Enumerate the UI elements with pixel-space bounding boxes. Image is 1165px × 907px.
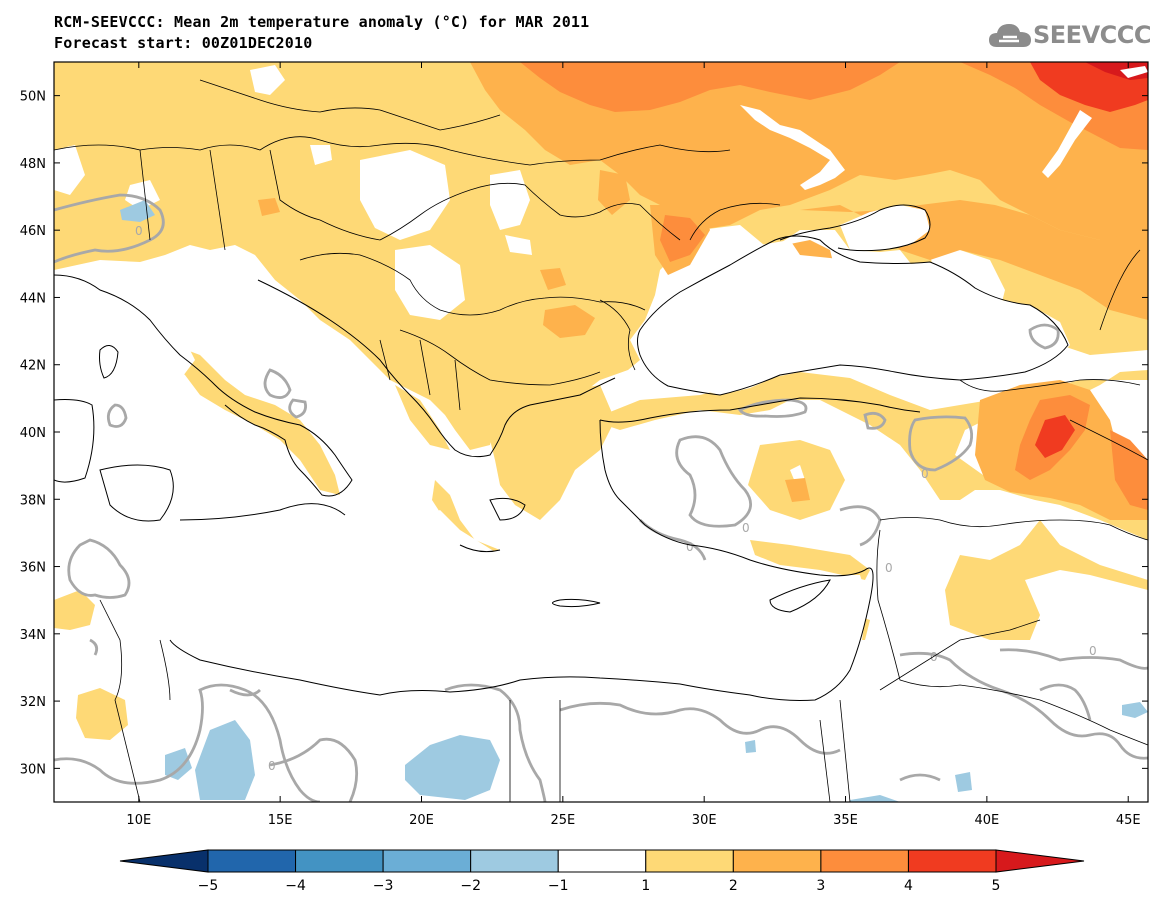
colorbar-box — [732, 849, 822, 873]
contour-label: 0 — [686, 540, 694, 554]
colorbar-label: −4 — [285, 878, 306, 894]
lat-tick-label: 30N — [20, 762, 46, 777]
colorbar-label: 3 — [816, 878, 825, 894]
colorbar-label: 5 — [992, 878, 1001, 894]
lat-tick-label: 44N — [20, 291, 46, 306]
colorbar-box — [557, 849, 647, 873]
zero-contours — [54, 193, 1148, 802]
colorbar-box — [295, 849, 384, 873]
lat-tick-label: 46N — [20, 224, 46, 239]
colorbar-label: −3 — [373, 878, 394, 894]
lon-tick-label: 25E — [550, 813, 575, 828]
colorbar-label: −5 — [198, 878, 219, 894]
seevccc-logo: SEEVCCC — [987, 20, 1152, 50]
colorbar-label: −2 — [460, 878, 481, 894]
colorbar-label: −1 — [548, 878, 569, 894]
lat-tick-label: 32N — [20, 695, 46, 710]
contour-label: 0 — [885, 561, 893, 575]
colorbar-label: 4 — [904, 878, 913, 894]
lon-tick-label: 15E — [268, 813, 293, 828]
logo-text: SEEVCCC — [1033, 21, 1152, 49]
colorbar-box — [382, 849, 472, 873]
coastlines — [54, 204, 1069, 701]
lon-tick-label: 30E — [692, 813, 717, 828]
latitude-axis: 30N 32N 34N 36N 38N 40N 42N 44N 46N 48N 50N — [20, 90, 1148, 777]
lat-tick-label: 36N — [20, 561, 46, 576]
lat-tick-label: 34N — [20, 628, 46, 643]
contour-label: 0 — [921, 467, 929, 481]
contour-label: 0 — [1089, 644, 1097, 658]
lon-tick-label: 10E — [126, 813, 151, 828]
contour-labels: 0 0 0 0 0 0 0 0 — [135, 224, 1097, 773]
lat-tick-label: 48N — [20, 157, 46, 172]
contour-label: 0 — [135, 224, 143, 238]
longitude-axis: 10E 15E 20E 25E 30E 35E 40E 45E — [126, 62, 1141, 828]
lon-tick-label: 40E — [974, 813, 999, 828]
colorbar-box — [907, 849, 997, 873]
contour-label: 0 — [268, 759, 276, 773]
lat-tick-label: 38N — [20, 493, 46, 508]
lon-tick-label: 45E — [1116, 813, 1141, 828]
lon-tick-label: 35E — [833, 813, 858, 828]
anomaly-fill-minus-1-minus-2 — [120, 200, 1148, 802]
colorbar-label: 1 — [641, 878, 650, 894]
colorbar-low-extend — [119, 849, 209, 873]
country-borders — [54, 79, 1148, 802]
colorbar-box — [820, 849, 909, 873]
lat-tick-label: 50N — [20, 90, 46, 105]
lat-tick-label: 40N — [20, 426, 46, 441]
anomaly-fill-neutral-holes — [54, 65, 1005, 482]
lat-tick-label: 42N — [20, 359, 46, 374]
lon-tick-label: 20E — [409, 813, 434, 828]
cloud-logo-icon — [989, 24, 1031, 47]
colorbar: −5 −4 −3 −2 −1 1 2 3 4 5 — [119, 849, 1085, 894]
forecast-start-label: Forecast start: 00Z01DEC2010 — [54, 34, 313, 52]
colorbar-high-extend — [995, 849, 1085, 873]
contour-label: 0 — [930, 650, 938, 664]
colorbar-box — [645, 849, 734, 873]
map-title: RCM-SEEVCCC: Mean 2m temperature anomaly… — [54, 13, 590, 31]
colorbar-box — [470, 849, 559, 873]
colorbar-box — [207, 849, 297, 873]
colorbar-label: 2 — [729, 878, 738, 894]
inland-water — [740, 66, 1148, 190]
contour-label: 0 — [742, 521, 750, 535]
